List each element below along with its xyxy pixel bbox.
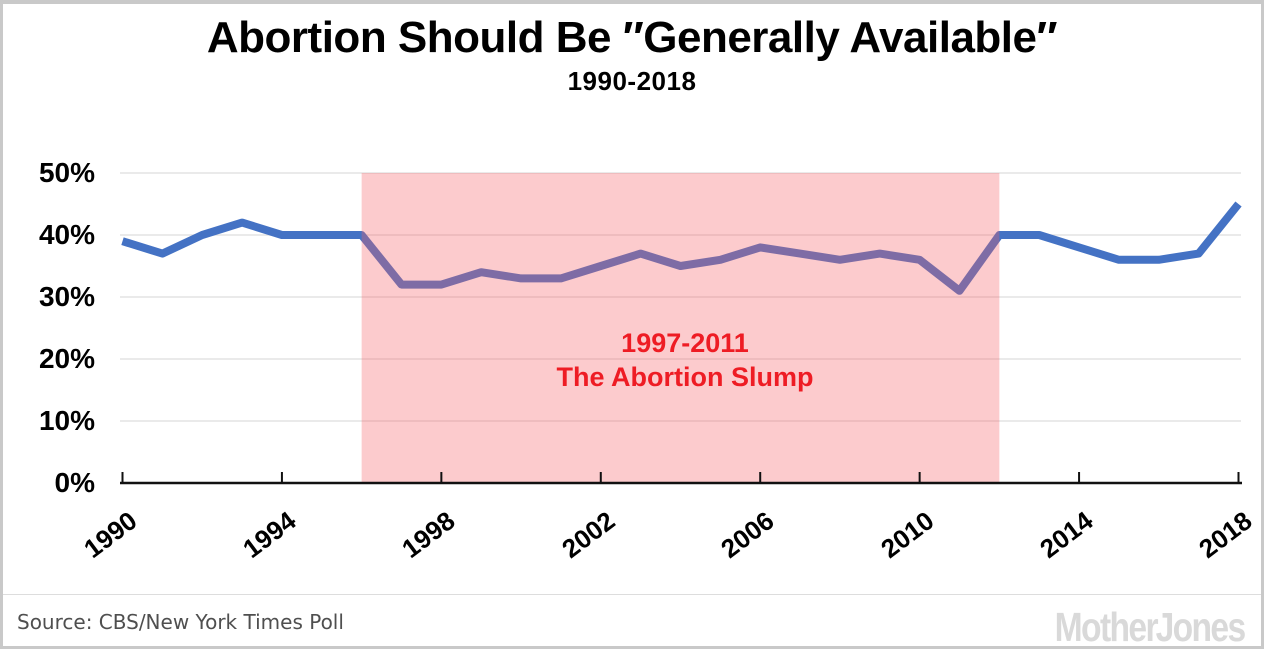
annotation-label: The Abortion Slump — [556, 362, 814, 392]
chart-title: Abortion Should Be ″Generally Available″ — [206, 13, 1058, 62]
chart-subtitle: 1990-2018 — [567, 66, 697, 96]
plot-svg — [120, 172, 1242, 485]
motherjones-logo: Mother Jones — [1055, 604, 1247, 649]
series-line — [121, 201, 1242, 295]
source-text: Source: CBS/New York Times Poll — [17, 610, 344, 634]
annotation-years: 1997-2011 — [621, 328, 749, 358]
highlight-band — [361, 173, 1000, 483]
slump-annotation: 1997-2011 The Abortion Slump — [485, 326, 885, 394]
footer-divider — [3, 594, 1261, 595]
